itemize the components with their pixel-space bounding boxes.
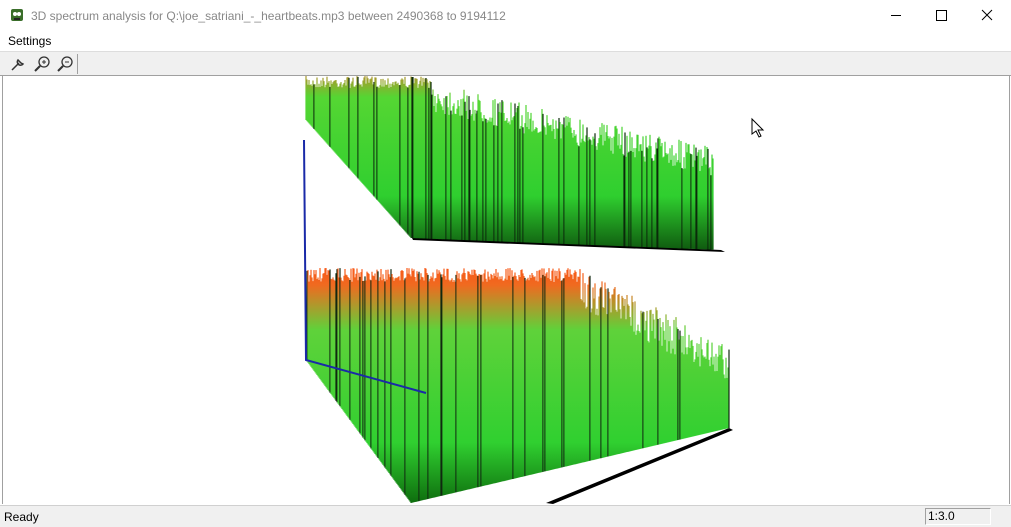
close-button[interactable]	[964, 0, 1010, 31]
status-ratio: 1:3.0	[925, 508, 991, 525]
minimize-button[interactable]	[873, 0, 919, 31]
spectrum-3d	[303, 76, 765, 504]
floor-shadow	[546, 428, 733, 504]
spectrum-spikes	[305, 76, 730, 503]
settings-tool-button[interactable]	[8, 54, 30, 74]
spectrum-view	[2, 76, 1010, 504]
menu-item[interactable]: Settings	[8, 34, 52, 48]
status-text: Ready	[4, 510, 39, 524]
title-bar: 3D spectrum analysis for Q:\joe_satriani…	[0, 0, 1011, 31]
mouse-cursor	[751, 117, 765, 138]
axis-line	[303, 139, 427, 394]
toolbar-separator	[77, 54, 78, 74]
zoom-out-button[interactable]	[55, 54, 77, 74]
zoom-in-button[interactable]	[32, 54, 54, 74]
status-bar: Ready 1:3.0	[0, 505, 1011, 527]
toolbar	[0, 52, 1011, 76]
menu-bar: Settings	[0, 31, 1011, 52]
maximize-button[interactable]	[918, 0, 964, 31]
app-icon	[11, 9, 23, 21]
window-title: 3D spectrum analysis for Q:\joe_satriani…	[31, 9, 506, 23]
